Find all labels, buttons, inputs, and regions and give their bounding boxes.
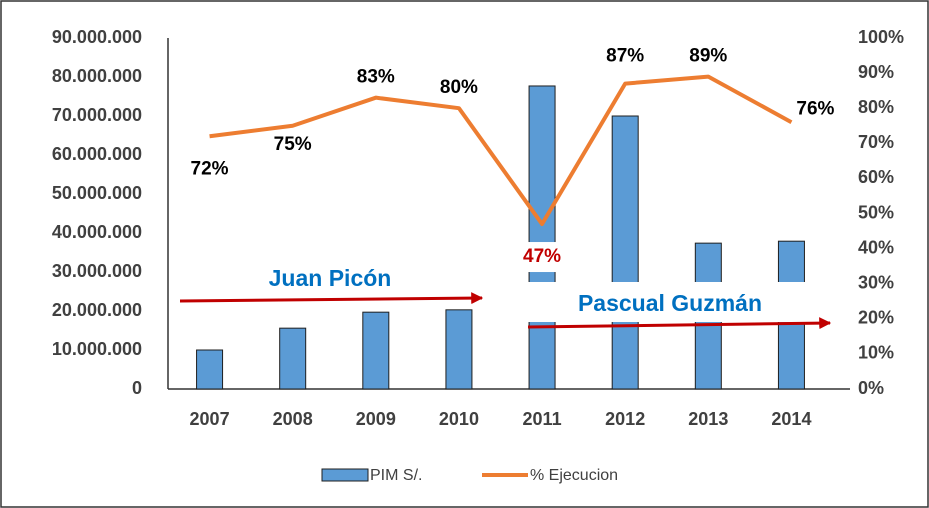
bar: [445, 309, 473, 390]
y2-tick-label: 40%: [858, 237, 894, 257]
y2-tick-label: 20%: [858, 308, 894, 328]
bar: [611, 115, 639, 390]
data-label: 75%: [274, 134, 312, 155]
y-tick-label: 50.000.000: [52, 183, 142, 203]
x-tick-label: 2012: [605, 409, 645, 429]
x-tick-label: 2014: [771, 409, 811, 429]
legend-label: % Ejecucion: [530, 467, 618, 484]
data-label: 83%: [357, 67, 395, 88]
y-tick-label: 20.000.000: [52, 300, 142, 320]
legend-swatch: [321, 468, 369, 482]
x-tick-label: 2008: [273, 409, 313, 429]
arrow: [527, 317, 832, 330]
data-label: 89%: [689, 46, 727, 67]
y2-tick-label: 50%: [858, 202, 894, 222]
y-tick-label: 0: [132, 378, 142, 398]
annotation: Juan Picón: [269, 265, 392, 291]
y2-tick-label: 100%: [858, 27, 904, 47]
bar: [528, 85, 556, 390]
x-tick-label: 2013: [688, 409, 728, 429]
annotation: Pascual Guzmán: [578, 290, 762, 316]
y-tick-label: 90.000.000: [52, 27, 142, 47]
x-tick-label: 2009: [356, 409, 396, 429]
y-tick-label: 30.000.000: [52, 261, 142, 281]
data-label: 80%: [440, 77, 478, 98]
data-label: 87%: [606, 46, 644, 67]
label-box: [514, 242, 571, 273]
y2-tick-label: 70%: [858, 132, 894, 152]
y2-tick-label: 10%: [858, 343, 894, 363]
y2-tick-label: 80%: [858, 97, 894, 117]
y-tick-label: 60.000.000: [52, 144, 142, 164]
y-tick-label: 10.000.000: [52, 339, 142, 359]
legend-label: PIM S/.: [370, 467, 422, 484]
line: [209, 74, 793, 227]
y2-tick-label: 60%: [858, 167, 894, 187]
y2-tick-label: 0%: [858, 378, 884, 398]
annotation-box: [525, 282, 830, 322]
y-tick-label: 40.000.000: [52, 222, 142, 242]
arrow: [179, 292, 484, 305]
x-tick-label: 2007: [190, 409, 230, 429]
x-tick-label: 2010: [439, 409, 479, 429]
data-label: 72%: [191, 158, 229, 179]
y-tick-label: 70.000.000: [52, 105, 142, 125]
y2-tick-label: 30%: [858, 272, 894, 292]
x-tick-label: 2011: [523, 409, 562, 429]
bar: [279, 327, 307, 390]
bar: [196, 349, 224, 390]
data-label: 47%: [523, 246, 561, 267]
y2-tick-label: 90%: [858, 62, 894, 82]
data-label: 76%: [796, 98, 834, 119]
y-tick-label: 80.000.000: [52, 66, 142, 86]
bar: [362, 311, 390, 390]
